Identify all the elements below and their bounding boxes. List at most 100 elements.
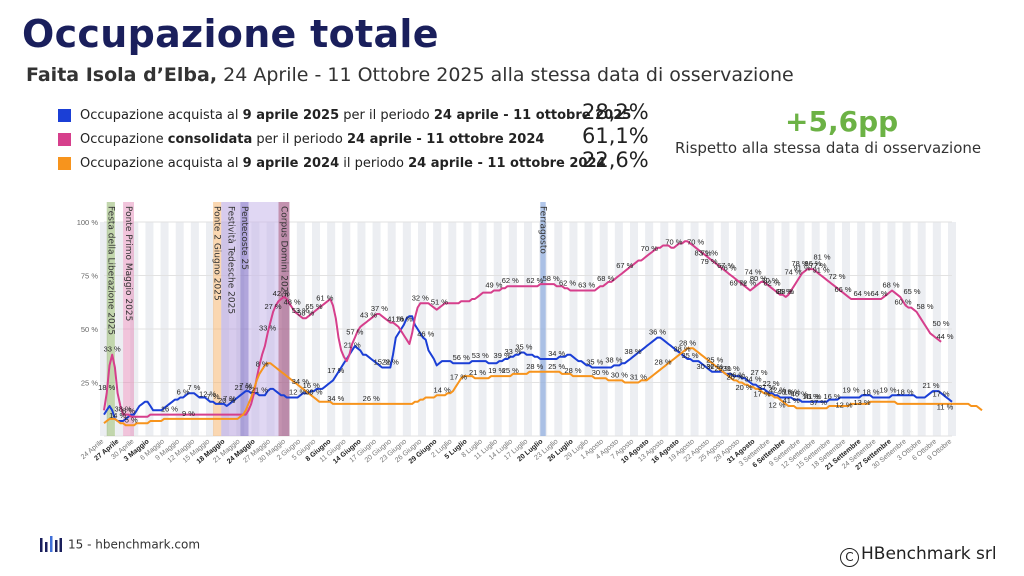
data-label: 38 % [624,347,641,356]
data-label: 12 % [835,400,852,409]
data-label: 38 % [115,405,132,414]
event-band [278,202,290,436]
page-subtitle: Faita Isola d’Elba, 24 Aprile - 11 Ottob… [26,64,794,86]
data-label: 61 % [316,293,333,302]
data-label: 72 % [739,278,756,287]
event-label: Ponte Primo Maggio 2025 [123,206,133,321]
data-label: 72 % [828,272,845,281]
data-label: 79 % [700,257,717,266]
data-label: 42 % [769,385,786,394]
data-label: 35 % [515,343,532,352]
footer-brand-text: HBenchmark srl [861,544,997,564]
data-label: 38 % [674,345,691,354]
data-label: 46 % [417,330,434,339]
data-label: 63 % [578,280,595,289]
data-label: 25 % [548,362,565,371]
legend-swatch-orange [58,157,71,170]
hbenchmark-logo-icon [40,536,62,552]
data-label: 14 % [434,385,451,394]
data-label: 65 % [903,287,920,296]
occupancy-line-chart: 25 % 50 % 75 % 100 % Festa della Liberazione… [77,202,983,470]
data-label: 32 % [412,293,429,302]
data-label: 64 % [870,289,887,298]
subtitle-location: Faita Isola d’Elba, [26,64,218,86]
data-label: 28 % [654,358,671,367]
data-label: 26 % [363,394,380,403]
data-label: 80 % [750,274,767,283]
event-band [221,202,241,436]
data-label: 28 % [564,366,581,375]
data-label: 21 % [922,381,939,390]
data-label: 38 % [605,355,622,364]
series-line-2 [103,347,983,427]
data-label: 34 % [548,349,565,358]
data-label: 53 % [292,306,309,315]
data-label: 91 % [793,263,810,272]
legend-value: 22,6% [582,148,649,172]
data-label: 30 % [696,362,713,371]
data-label: 25 % [706,355,723,364]
data-label: 31 % [723,364,740,373]
data-label: 30 % [611,370,628,379]
legend-label: Occupazione acquista al 9 aprile 2025 pe… [80,108,632,123]
data-label: 6 % [177,387,190,396]
data-label: 62 % [502,276,519,285]
data-label: 16 % [802,392,819,401]
data-label: 16 % [395,315,412,324]
data-label: 21 % [251,385,268,394]
data-label: 20 % [735,383,752,392]
data-label: 71 % [701,248,718,257]
data-label: 30 % [592,368,609,377]
data-label: 67 % [717,261,734,270]
data-label: 16 % [303,381,320,390]
data-label: 12 % [289,387,306,396]
event-label: Pentecoste 25 [239,206,249,270]
data-label: 70 % [761,276,778,285]
event-label: Corpus Domini 2025 [278,206,288,298]
data-label: 74 % [784,268,801,277]
event-label: Ponte 2 Giugno 2025 [212,206,222,301]
y-tick-label: 25 % [81,379,98,388]
delta-value: +5,6pp [785,105,899,138]
event-band [213,202,222,436]
data-label: 34 % [292,377,309,386]
data-label: 7 % [223,394,236,403]
data-label: 51 % [431,298,448,307]
data-label: 74 % [744,268,761,277]
series-line-0 [103,315,953,422]
legend-value: 28,2% [582,100,649,124]
data-label: 34 % [744,375,761,384]
event-band [540,202,546,436]
legend-value: 61,1% [582,124,649,148]
data-label: 37 % [810,398,827,407]
data-label: 18 % [98,383,115,392]
event-band [106,202,115,436]
data-label: 27 % [264,302,281,311]
data-label: 41 % [804,392,821,401]
data-label: 76 % [719,263,736,272]
data-label: 64 % [853,289,870,298]
data-label: 36 % [649,328,666,337]
page-title: Occupazione totale [22,12,439,56]
data-label: 70 % [665,238,682,247]
data-label: 20 % [218,396,235,405]
copyright-icon: C [840,548,859,567]
legend-swatch-pink [58,133,71,146]
data-label: 17 % [450,373,467,382]
data-label: 19 % [842,385,859,394]
data-label: 91 % [813,266,830,275]
data-label: 18 % [862,387,879,396]
data-label: 28 % [679,338,696,347]
data-label: 69 % [729,278,746,287]
data-label: 62 % [526,276,543,285]
data-label: 29 % [714,364,731,373]
data-label: 5 % [125,415,138,424]
data-label: 7 % [207,392,220,401]
data-label: 53 % [472,351,489,360]
y-tick-label: 75 % [81,272,98,281]
data-label: 65 % [775,287,792,296]
data-label: 11 % [937,402,954,411]
footer-brand: C HBenchmark srl [840,544,997,567]
data-label: 12 % [768,400,785,409]
data-label: 19 % [488,366,505,375]
